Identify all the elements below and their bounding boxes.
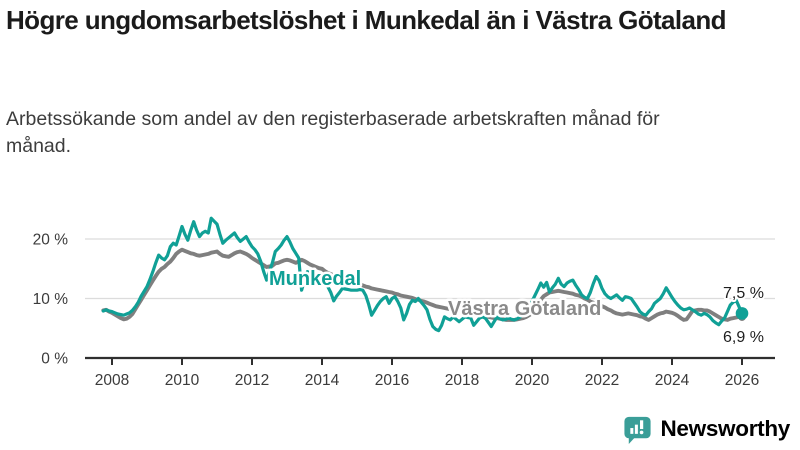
end-value-label: 6,9 % [723, 329, 764, 346]
newsworthy-icon [624, 416, 652, 444]
x-tick-label: 2024 [655, 372, 690, 389]
x-tick-label: 2026 [725, 372, 759, 389]
x-tick-label: 2022 [585, 372, 619, 389]
x-tick-label: 2008 [95, 372, 129, 389]
chart-subtitle: Arbetssökande som andel av den registerb… [6, 108, 660, 157]
series-line-munkedal [101, 216, 744, 333]
series-line-v-stra-g-taland [101, 247, 744, 322]
series-label-v-stra-g-taland: Västra Götaland [448, 298, 601, 320]
series-label-munkedal: Munkedal [269, 268, 361, 290]
x-tick-label: 2020 [515, 372, 550, 389]
y-tick-label: 0 % [41, 351, 68, 368]
y-tick-label: 10 % [33, 291, 69, 308]
line-chart: 0 % 10 % 20 % 2008 2010 2012 2014 2016 2018 2020 2… [33, 216, 775, 389]
x-tick-label: 2010 [165, 372, 200, 389]
x-tick-label: 2012 [235, 372, 269, 389]
x-tick-label: 2016 [375, 372, 409, 389]
bar-2 [635, 424, 639, 434]
end-point-dot [735, 307, 749, 320]
bar-1 [630, 427, 634, 434]
newsworthy-logo[interactable]: Newsworthy [622, 412, 790, 446]
end-value-label: 7,5 % [723, 285, 764, 302]
x-tick-label: 2018 [445, 372, 479, 389]
exclamation-bar [640, 419, 644, 429]
newsworthy-brand-text: Newsworthy [660, 416, 790, 441]
y-tick-label: 20 % [33, 232, 69, 249]
chart-title: Högre ungdomsarbetslöshet i Munkedal än … [6, 5, 727, 35]
exclamation-dot [640, 430, 644, 434]
x-tick-label: 2014 [305, 372, 340, 389]
